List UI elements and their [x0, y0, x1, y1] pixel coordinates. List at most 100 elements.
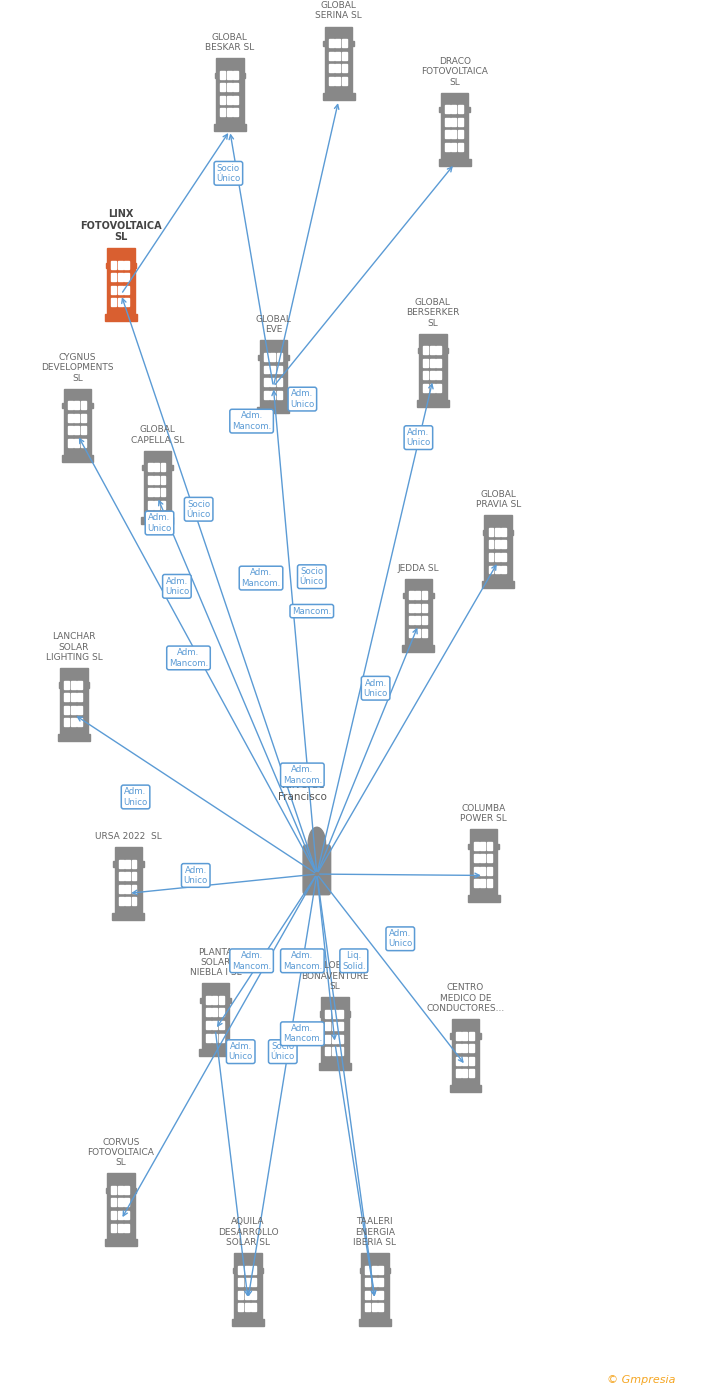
FancyBboxPatch shape [226, 84, 232, 91]
FancyBboxPatch shape [487, 867, 492, 875]
FancyBboxPatch shape [488, 540, 494, 549]
FancyBboxPatch shape [451, 118, 456, 126]
FancyBboxPatch shape [148, 463, 153, 470]
Text: Adm.
Unico: Adm. Unico [147, 514, 172, 533]
FancyBboxPatch shape [226, 71, 232, 78]
FancyBboxPatch shape [233, 84, 238, 91]
FancyBboxPatch shape [124, 1224, 130, 1232]
FancyBboxPatch shape [488, 553, 494, 561]
FancyBboxPatch shape [233, 1267, 264, 1273]
FancyBboxPatch shape [502, 553, 507, 561]
FancyBboxPatch shape [111, 298, 116, 307]
FancyBboxPatch shape [480, 879, 486, 888]
FancyBboxPatch shape [260, 340, 287, 406]
FancyBboxPatch shape [233, 71, 238, 78]
FancyBboxPatch shape [81, 438, 86, 447]
Text: Adm.
Mancom.: Adm. Mancom. [232, 412, 272, 431]
FancyBboxPatch shape [325, 1009, 331, 1018]
FancyBboxPatch shape [148, 501, 153, 508]
FancyBboxPatch shape [245, 1291, 250, 1299]
FancyBboxPatch shape [118, 1198, 123, 1207]
FancyBboxPatch shape [469, 1032, 474, 1040]
FancyBboxPatch shape [480, 867, 486, 875]
FancyBboxPatch shape [124, 298, 130, 307]
Text: Socio
Único: Socio Único [216, 164, 240, 183]
FancyBboxPatch shape [107, 1173, 135, 1239]
Text: Adm.
Mancom.: Adm. Mancom. [232, 951, 272, 970]
FancyBboxPatch shape [143, 451, 171, 517]
FancyBboxPatch shape [456, 1032, 461, 1040]
FancyBboxPatch shape [495, 540, 500, 549]
FancyBboxPatch shape [378, 1266, 383, 1274]
FancyBboxPatch shape [336, 64, 341, 73]
FancyBboxPatch shape [336, 77, 341, 85]
FancyBboxPatch shape [64, 389, 91, 455]
FancyBboxPatch shape [118, 298, 123, 307]
Text: Adm.
Mancom.: Adm. Mancom. [282, 1023, 322, 1043]
FancyBboxPatch shape [106, 263, 136, 267]
FancyBboxPatch shape [440, 106, 470, 112]
Text: LINX
FOTOVOLTAICA
SL: LINX FOTOVOLTAICA SL [80, 209, 162, 242]
FancyBboxPatch shape [458, 105, 463, 113]
Text: Adm.
Unico: Adm. Unico [406, 428, 430, 448]
FancyBboxPatch shape [111, 273, 116, 281]
FancyBboxPatch shape [408, 603, 414, 612]
FancyBboxPatch shape [206, 995, 210, 1004]
FancyBboxPatch shape [125, 872, 130, 881]
FancyBboxPatch shape [339, 1035, 343, 1043]
FancyBboxPatch shape [462, 1070, 467, 1078]
Text: GLOBAL
BESKAR SL: GLOBAL BESKAR SL [205, 32, 255, 52]
FancyBboxPatch shape [111, 286, 116, 294]
Text: Adm.
Unico: Adm. Unico [363, 679, 388, 699]
FancyBboxPatch shape [125, 885, 130, 893]
FancyBboxPatch shape [462, 1044, 467, 1053]
Text: Garcia
Valverde
Francisco: Garcia Valverde Francisco [278, 767, 327, 802]
Text: LANCHAR
SOLAR
LIGHTING SL: LANCHAR SOLAR LIGHTING SL [46, 633, 103, 662]
FancyBboxPatch shape [125, 860, 130, 868]
FancyBboxPatch shape [365, 1303, 371, 1312]
FancyBboxPatch shape [445, 130, 450, 139]
FancyBboxPatch shape [105, 1239, 137, 1246]
FancyBboxPatch shape [212, 1033, 217, 1042]
FancyBboxPatch shape [148, 489, 153, 496]
FancyBboxPatch shape [325, 1022, 331, 1030]
FancyBboxPatch shape [456, 1044, 461, 1053]
FancyBboxPatch shape [68, 402, 73, 409]
FancyBboxPatch shape [342, 52, 347, 60]
Text: TAALERI
ENERGIA
IBERIA SL: TAALERI ENERGIA IBERIA SL [353, 1218, 396, 1247]
FancyBboxPatch shape [111, 1186, 116, 1194]
FancyBboxPatch shape [423, 384, 428, 392]
FancyBboxPatch shape [125, 897, 130, 906]
FancyBboxPatch shape [495, 528, 500, 536]
FancyBboxPatch shape [142, 465, 173, 470]
FancyBboxPatch shape [226, 95, 232, 104]
FancyBboxPatch shape [107, 248, 135, 314]
Text: Adm.
Unico: Adm. Unico [183, 865, 208, 885]
Text: CYGNUS
DEVELOPMENTS
SL: CYGNUS DEVELOPMENTS SL [41, 353, 114, 382]
FancyBboxPatch shape [474, 854, 479, 862]
FancyBboxPatch shape [212, 1021, 217, 1029]
FancyBboxPatch shape [361, 1253, 389, 1319]
FancyBboxPatch shape [64, 693, 69, 701]
FancyBboxPatch shape [251, 1303, 256, 1312]
FancyBboxPatch shape [264, 365, 269, 374]
Text: Adm.
Mancom.: Adm. Mancom. [282, 766, 322, 784]
FancyBboxPatch shape [111, 1224, 116, 1232]
FancyBboxPatch shape [445, 105, 450, 113]
FancyBboxPatch shape [218, 1021, 223, 1029]
FancyBboxPatch shape [452, 1019, 479, 1085]
Text: DRACO
FOTOVOLTAICA
SL: DRACO FOTOVOLTAICA SL [422, 57, 488, 87]
Text: GLOBAL
SERINA SL: GLOBAL SERINA SL [315, 1, 362, 21]
FancyBboxPatch shape [132, 885, 136, 893]
FancyBboxPatch shape [458, 118, 463, 126]
Text: URSA 2022  SL: URSA 2022 SL [95, 832, 162, 841]
FancyBboxPatch shape [372, 1266, 376, 1274]
FancyBboxPatch shape [270, 378, 275, 386]
FancyBboxPatch shape [200, 998, 231, 1004]
FancyBboxPatch shape [430, 346, 435, 354]
FancyBboxPatch shape [114, 847, 142, 913]
FancyBboxPatch shape [58, 734, 90, 741]
FancyBboxPatch shape [474, 841, 479, 850]
FancyBboxPatch shape [74, 414, 79, 421]
FancyBboxPatch shape [206, 1008, 210, 1016]
